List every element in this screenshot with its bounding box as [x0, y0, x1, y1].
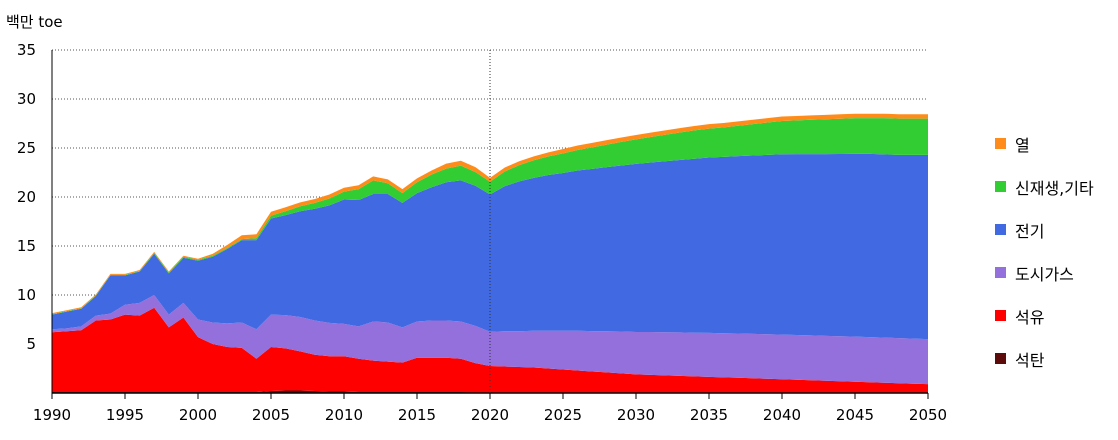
y-axis-unit-label: 백만 toe	[6, 13, 63, 31]
y-tick-label-10: 10	[17, 286, 36, 304]
legend-label: 전기	[1015, 221, 1045, 241]
legend-label: 신재생,기타	[1015, 178, 1094, 198]
legend-swatch	[995, 267, 1006, 278]
area-series-4	[52, 118, 928, 315]
legend-swatch	[995, 224, 1006, 235]
y-tick-label-35: 35	[17, 41, 36, 59]
x-tick-label-2030: 2030	[617, 406, 655, 424]
x-tick-label-2035: 2035	[690, 406, 728, 424]
legend-swatch	[995, 138, 1006, 149]
x-tick-label-1990: 1990	[33, 406, 71, 424]
area-series-2	[52, 295, 928, 385]
area-series-1	[52, 307, 928, 393]
legend-label: 석탄	[1015, 350, 1045, 370]
x-tick-label-2050: 2050	[909, 406, 947, 424]
x-tick-label-2045: 2045	[836, 406, 874, 424]
x-tick-label-2040: 2040	[763, 406, 801, 424]
x-tick-label-2000: 2000	[179, 406, 217, 424]
legend-label: 석유	[1015, 307, 1045, 327]
legend-item: 도시가스	[995, 251, 1115, 294]
legend-label: 열	[1015, 135, 1030, 155]
area-series-3	[52, 153, 928, 340]
x-tick-label-2005: 2005	[252, 406, 290, 424]
legend-swatch	[995, 310, 1006, 321]
legend-item: 열	[995, 122, 1115, 165]
stacked-areas	[52, 113, 928, 393]
x-tick-label-2010: 2010	[325, 406, 363, 424]
y-tick-label-30: 30	[17, 90, 36, 108]
x-tick-label-1995: 1995	[106, 406, 144, 424]
legend-item: 신재생,기타	[995, 165, 1115, 208]
y-tick-label-15: 15	[17, 237, 36, 255]
legend-item: 석유	[995, 294, 1115, 337]
x-tick-label-2015: 2015	[398, 406, 436, 424]
legend-swatch	[995, 353, 1006, 364]
axes	[51, 50, 929, 399]
legend-item: 석탄	[995, 337, 1115, 380]
legend-item: 전기	[995, 208, 1115, 251]
y-tick-label-25: 25	[17, 139, 36, 157]
y-tick-label-20: 20	[17, 188, 36, 206]
legend-label: 도시가스	[1015, 264, 1074, 284]
legend-swatch	[995, 181, 1006, 192]
x-tick-label-2020: 2020	[471, 406, 509, 424]
x-tick-label-2025: 2025	[544, 406, 582, 424]
y-tick-label-5: 5	[26, 335, 36, 353]
